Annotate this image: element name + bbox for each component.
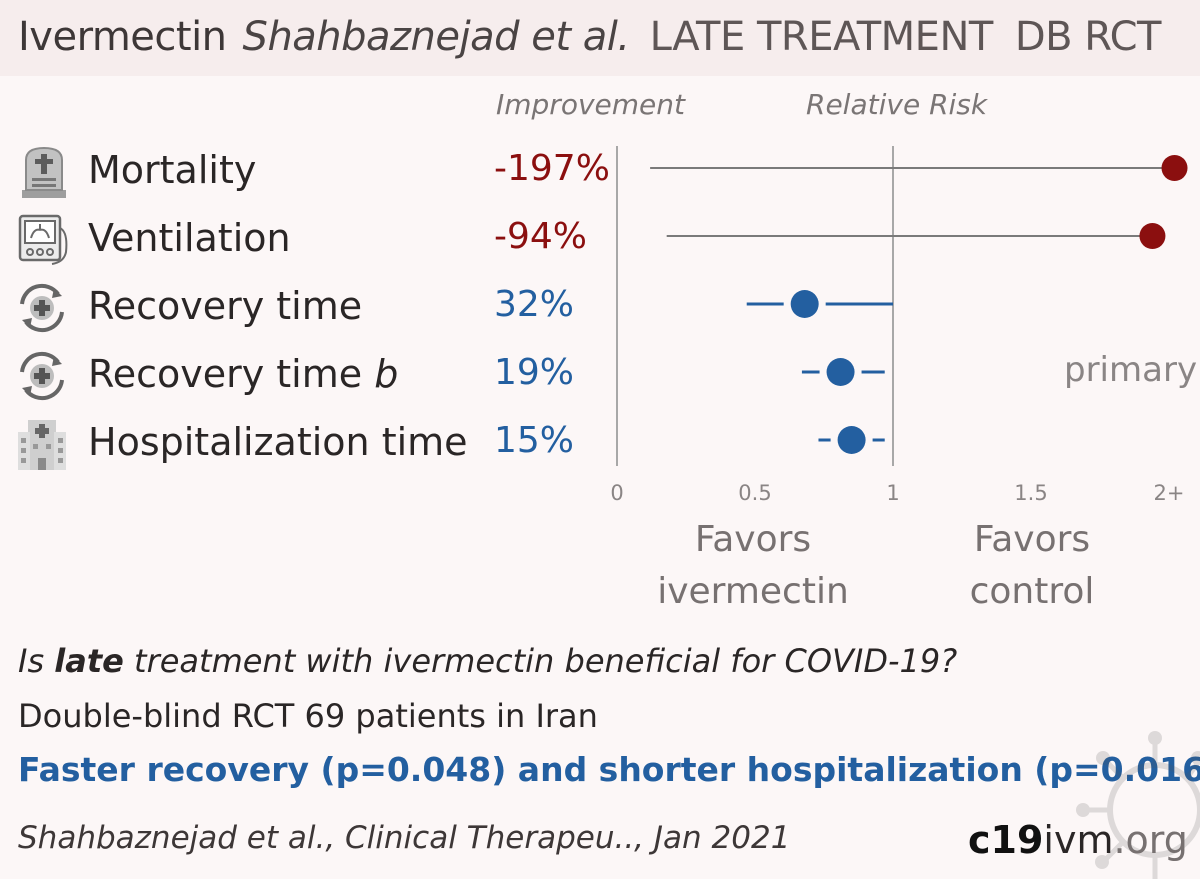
question-suffix: treatment with ivermectin beneficial for… [123,642,958,680]
improvement-value: 32% [494,284,575,325]
brand-logo[interactable]: c19ivm.org [968,818,1188,862]
question-emphasis: late [54,642,124,680]
improvement-column-header: Improvement [496,88,685,121]
hospital-icon [18,420,66,470]
favors-control-label: Favors control [932,514,1132,618]
recovery-icon [20,351,64,401]
effect-point [1139,223,1166,249]
effect-point [790,290,819,318]
outcome-label: Ventilation [88,216,291,260]
improvement-value: 15% [494,420,575,461]
relative-risk-column-header: Relative Risk [806,88,988,121]
page-title: Ivermectin Shahbaznejad et al. LATE TREATM… [18,14,1161,60]
brand-part-3: .org [1113,818,1188,862]
outcome-row-recovery-time: Recovery time 32% [0,276,620,336]
x-tick-label: 1 [886,481,899,505]
outcome-label: Recovery time [88,284,363,328]
outcome-label: Hospitalization time [88,420,468,464]
favors-treatment-label: Favors ivermectin [653,514,853,618]
title-bar: Ivermectin Shahbaznejad et al. LATE TREATM… [0,0,1200,76]
ventilator-icon [18,214,68,265]
recovery-icon [20,283,64,333]
outcome-row-hospitalization-time: Hospitalization time 15% [0,412,620,472]
drug-name: Ivermectin [18,14,227,60]
outcome-label-suffix: b [374,352,399,396]
favors-left-line-2: ivermectin [657,571,849,612]
favors-right-line-2: control [969,571,1095,612]
outcome-row-mortality: Mortality -197% [0,140,620,200]
study-name: Shahbaznejad et al. [242,14,631,60]
outcome-label-main: Recovery time [88,352,375,396]
effect-point [837,426,866,454]
primary-outcome-note: primary [1064,350,1198,390]
x-tick-label: 1.5 [1014,481,1047,505]
effect-point [826,358,855,386]
effect-point [1161,155,1188,181]
key-finding: Faster recovery (p=0.048) and shorter ho… [18,750,1200,789]
study-design-description: Double-blind RCT 69 patients in Iran [18,697,598,735]
outcome-row-recovery-time-b: Recovery time b 19% [0,344,620,404]
virus-watermark-icon [1076,731,1200,879]
x-tick-label: 0 [610,481,623,505]
outcome-label: Recovery time b [88,352,398,396]
tombstone-icon [22,146,66,198]
improvement-value: 19% [494,352,575,393]
study-design: DB RCT [1014,14,1162,60]
brand-part-1: c19 [968,818,1044,862]
brand-part-2: ivm [1043,818,1114,862]
improvement-value: -197% [494,148,610,189]
favors-right-line-1: Favors [973,519,1091,560]
outcome-label: Mortality [88,148,257,192]
improvement-value: -94% [494,216,588,257]
citation: Shahbaznejad et al., Clinical Therapeu..… [18,820,791,856]
outcome-row-ventilation: Ventilation -94% [0,208,620,268]
x-tick-label: 2+ [1154,481,1185,505]
treatment-stage: LATE TREATMENT [649,14,994,60]
favors-left-line-1: Favors [694,519,812,560]
study-question: Is late treatment with ivermectin benefi… [18,642,957,680]
x-tick-label: 0.5 [738,481,771,505]
question-prefix: Is [18,642,55,680]
